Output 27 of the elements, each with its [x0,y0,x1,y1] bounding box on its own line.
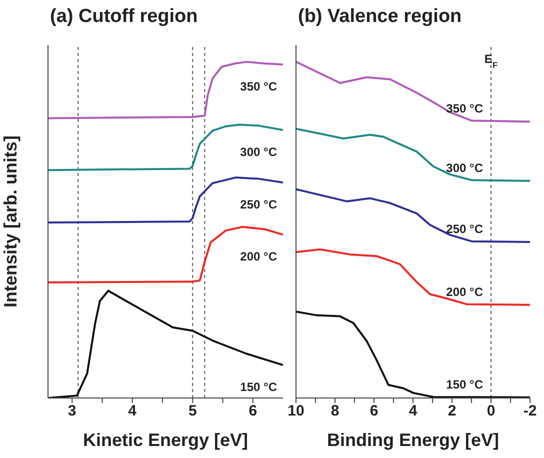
x-tick-label: 4 [408,402,418,420]
x-tick-label: 6 [370,402,378,420]
ref-line-label: E$_{F}$ [484,52,498,70]
x-tick-label: 0 [486,402,496,420]
x-tick-label: 6 [248,402,258,420]
chart-title: (b) Valence region [298,6,462,28]
y-axis-title: Intensity [arb. units] [0,135,20,308]
series-label: 250 °C [446,222,484,236]
x-tick-label: 10 [288,402,304,420]
series-label: 350 °C [446,102,484,116]
x-tick-label: 8 [330,402,340,420]
x-tick-label: -2 [523,402,537,420]
x-tick-label: 2 [448,402,456,420]
series-label: 200 °C [240,250,278,264]
chart-title: (a) Cutoff region [50,6,198,28]
series-label: 250 °C [240,198,278,212]
series-label: 300 °C [446,160,484,175]
x-axis-title: Kinetic Energy [eV] [82,430,248,450]
x-axis-title: Binding Energy [eV] [326,430,500,450]
x-tick-label: 5 [188,402,197,420]
series-label: 150 °C [446,377,484,392]
series-label: 300 °C [240,145,278,160]
x-tick-label: 3 [68,402,76,420]
x-tick-label: 4 [128,402,138,420]
series-label: 150 °C [240,380,278,394]
series-label: 350 °C [240,80,278,94]
series-label: 200 °C [446,284,484,299]
